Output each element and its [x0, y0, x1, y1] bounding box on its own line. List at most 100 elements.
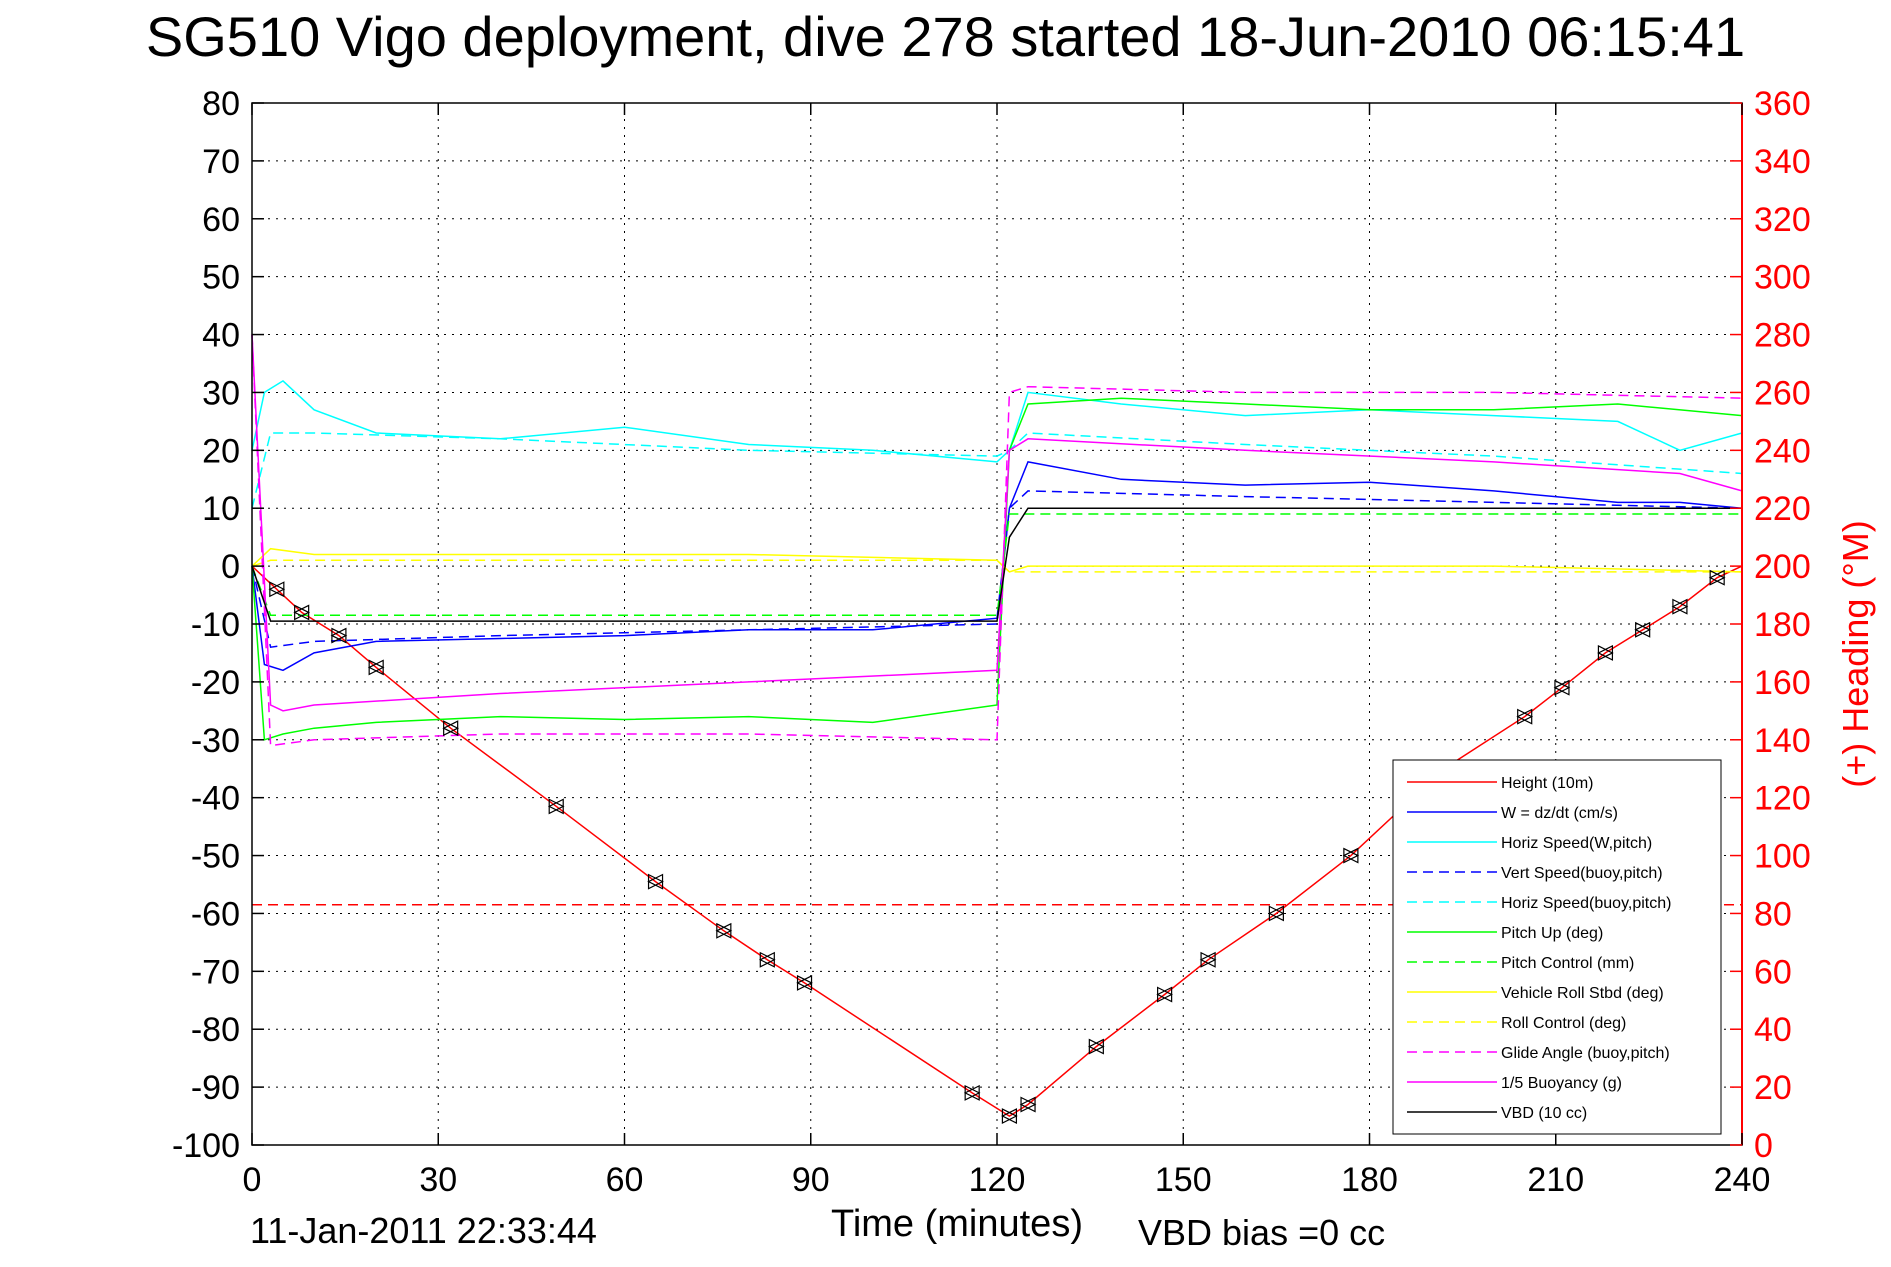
marker-triangle	[1199, 951, 1216, 968]
footer-timestamp: 11-Jan-2011 22:33:44	[250, 1210, 597, 1251]
x-tick-label: 120	[969, 1161, 1026, 1199]
y2-tick-label: 180	[1754, 606, 1811, 644]
height-marker	[758, 951, 776, 968]
y-tick-label: 10	[202, 490, 240, 528]
marker-triangle	[1516, 708, 1533, 725]
height-marker	[293, 604, 311, 621]
y-tick-label: 40	[202, 317, 240, 355]
series-line-9	[251, 334, 1743, 747]
y2-tick-label: 260	[1754, 374, 1811, 412]
x-axis-label: Time (minutes)	[831, 1203, 1083, 1245]
height-marker	[796, 974, 813, 991]
marker-triangle	[1597, 644, 1614, 661]
y2-tick-label: 120	[1754, 780, 1811, 818]
y-tick-label: 50	[202, 259, 240, 297]
height-marker	[1156, 986, 1173, 1003]
marker-triangle	[268, 581, 285, 598]
legend-label: Height (10m)	[1501, 775, 1593, 792]
y-tick-label: 30	[202, 374, 240, 412]
marker-triangle	[647, 873, 664, 890]
chart-title: SG510 Vigo deployment, dive 278 started …	[145, 5, 1746, 68]
x-tick-label: 60	[606, 1161, 644, 1199]
y-tick-label: -10	[191, 606, 240, 644]
height-marker	[1199, 951, 1217, 968]
legend-label: VBD (10 cc)	[1501, 1105, 1587, 1122]
y2-tick-label: 280	[1754, 317, 1811, 355]
y-tick-label: 80	[202, 85, 240, 123]
y-tick-label: -50	[191, 838, 240, 876]
height-marker	[1001, 1108, 1018, 1125]
y-tick-label: -30	[191, 722, 240, 760]
x-tick-label: 240	[1714, 1161, 1771, 1199]
y2-tick-label: 0	[1754, 1127, 1773, 1165]
height-marker	[715, 922, 733, 939]
legend-label: 1/5 Buoyancy (g)	[1501, 1075, 1622, 1092]
series-line-8	[251, 559, 1742, 573]
legend-label: Vehicle Roll Stbd (deg)	[1501, 985, 1664, 1002]
x-tick-label: 210	[1527, 1161, 1584, 1199]
x-tick-label: 90	[792, 1161, 830, 1199]
y2-tick-label: 360	[1754, 85, 1811, 123]
height-marker	[1019, 1096, 1037, 1113]
legend-label: Horiz Speed(W,pitch)	[1501, 835, 1652, 852]
x-tick-label: 0	[243, 1161, 262, 1199]
marker-triangle	[1553, 679, 1570, 696]
y2-tick-label: 320	[1754, 201, 1811, 239]
y-tick-label: 70	[202, 143, 240, 181]
marker-triangle	[293, 604, 310, 621]
series-line-10	[251, 334, 1743, 712]
series-line-11	[251, 507, 1742, 622]
legend-label: Pitch Up (deg)	[1501, 925, 1603, 942]
series-line-4	[251, 432, 1743, 509]
y2-tick-label: 140	[1754, 722, 1811, 760]
marker-triangle	[442, 720, 459, 737]
legend-label: Roll Control (deg)	[1501, 1015, 1626, 1032]
y2-tick-label: 340	[1754, 143, 1811, 181]
y2-tick-label: 220	[1754, 490, 1811, 528]
marker-triangle	[1087, 1038, 1104, 1055]
y-tick-label: -90	[191, 1069, 240, 1107]
x-tick-label: 180	[1341, 1161, 1398, 1199]
marker-triangle	[1019, 1096, 1036, 1113]
y2-tick-label: 200	[1754, 548, 1811, 586]
x-tick-label: 150	[1155, 1161, 1212, 1199]
height-marker	[1634, 621, 1652, 638]
y2-tick-label: 60	[1754, 953, 1792, 991]
series-line-2	[251, 379, 1743, 463]
marker-triangle	[547, 798, 564, 815]
y-tick-label: 0	[221, 548, 240, 586]
height-marker	[1516, 708, 1534, 725]
marker-triangle	[1342, 847, 1359, 864]
marker-triangle	[758, 951, 775, 968]
series-line-0	[251, 565, 1743, 1117]
y2-tick-label: 80	[1754, 895, 1792, 933]
y-tick-label: -80	[191, 1011, 240, 1049]
y2-tick-label: 100	[1754, 838, 1811, 876]
series-line-3	[251, 490, 1743, 649]
marker-triangle	[963, 1084, 980, 1101]
marker-triangle	[1156, 986, 1173, 1003]
y-tick-label: -60	[191, 895, 240, 933]
y-tick-label: -40	[191, 780, 240, 818]
height-marker	[1671, 598, 1689, 615]
height-marker	[1708, 569, 1726, 586]
marker-triangle	[330, 627, 347, 644]
marker-triangle	[367, 659, 384, 676]
y2-tick-label: 240	[1754, 432, 1811, 470]
height-marker	[442, 720, 460, 737]
marker-triangle	[796, 974, 813, 991]
legend-box	[1392, 759, 1722, 1135]
y-tick-label: -20	[191, 664, 240, 702]
y2-axis-label: (+) Heading (°M)	[1835, 520, 1876, 787]
y2-tick-label: 20	[1754, 1069, 1792, 1107]
y-tick-label: 20	[202, 432, 240, 470]
height-marker	[1553, 679, 1571, 696]
y-tick-label: 60	[202, 201, 240, 239]
legend-label: Pitch Control (mm)	[1501, 955, 1634, 972]
y-tick-label: -70	[191, 953, 240, 991]
marker-triangle	[1268, 905, 1284, 922]
height-marker	[1087, 1038, 1105, 1055]
y2-tick-label: 40	[1754, 1011, 1792, 1049]
